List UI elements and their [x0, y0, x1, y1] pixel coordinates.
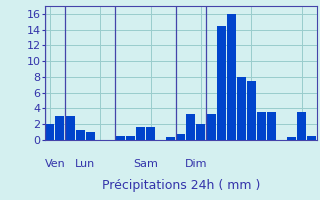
Text: Ven: Ven [44, 159, 65, 169]
Bar [257, 112, 266, 140]
Bar [196, 124, 205, 140]
Bar [66, 116, 75, 140]
Text: Dim: Dim [185, 159, 207, 169]
Bar [45, 124, 54, 140]
Bar [227, 14, 236, 140]
Bar [267, 112, 276, 140]
Bar [116, 136, 125, 140]
Text: Lun: Lun [75, 159, 95, 169]
Bar [126, 136, 135, 140]
Bar [217, 26, 226, 140]
Text: Précipitations 24h ( mm ): Précipitations 24h ( mm ) [102, 179, 260, 192]
Bar [186, 114, 196, 140]
Bar [307, 136, 316, 140]
Bar [287, 137, 296, 140]
Bar [136, 127, 145, 140]
Bar [166, 137, 175, 140]
Bar [76, 130, 84, 140]
Bar [176, 134, 185, 140]
Bar [237, 77, 246, 140]
Text: Sam: Sam [133, 159, 158, 169]
Bar [86, 132, 95, 140]
Bar [206, 114, 216, 140]
Bar [146, 127, 155, 140]
Bar [297, 112, 306, 140]
Bar [247, 81, 256, 140]
Bar [55, 116, 64, 140]
